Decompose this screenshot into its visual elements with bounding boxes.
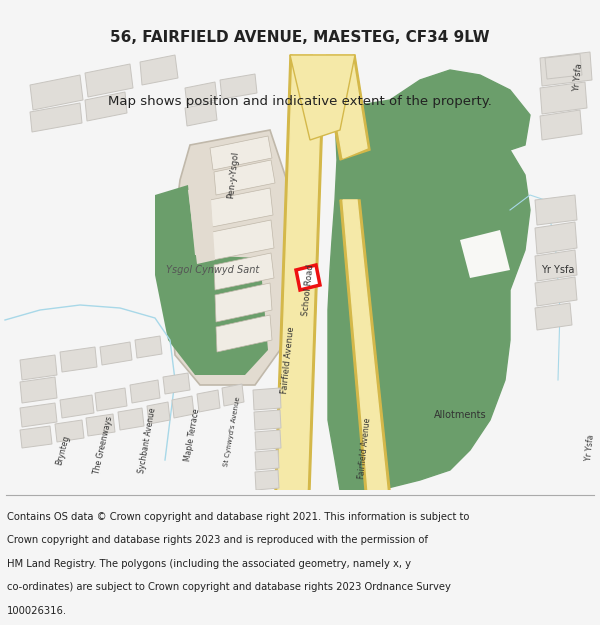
Text: St Cynwyd's Avenue: St Cynwyd's Avenue xyxy=(223,397,241,468)
Polygon shape xyxy=(216,315,272,352)
Polygon shape xyxy=(313,55,367,158)
Polygon shape xyxy=(55,420,84,442)
Polygon shape xyxy=(540,52,592,86)
Polygon shape xyxy=(135,336,162,358)
Polygon shape xyxy=(140,55,178,85)
Text: Yr Ysfa: Yr Ysfa xyxy=(541,265,575,275)
Polygon shape xyxy=(100,342,132,365)
Text: School Road: School Road xyxy=(301,264,315,316)
Polygon shape xyxy=(290,55,355,140)
Polygon shape xyxy=(85,92,127,121)
Text: Brynteg: Brynteg xyxy=(55,434,71,466)
Polygon shape xyxy=(20,355,57,380)
Polygon shape xyxy=(310,55,370,160)
Polygon shape xyxy=(343,200,387,490)
Polygon shape xyxy=(155,185,268,375)
Polygon shape xyxy=(214,160,275,195)
Polygon shape xyxy=(85,64,133,97)
Text: Contains OS data © Crown copyright and database right 2021. This information is : Contains OS data © Crown copyright and d… xyxy=(7,512,470,522)
Polygon shape xyxy=(30,75,83,110)
Polygon shape xyxy=(185,82,217,106)
Polygon shape xyxy=(275,55,325,490)
Polygon shape xyxy=(222,384,244,406)
Polygon shape xyxy=(20,377,57,403)
Polygon shape xyxy=(86,414,115,436)
Polygon shape xyxy=(253,388,281,410)
Text: Ysgol Cynwyd Sant: Ysgol Cynwyd Sant xyxy=(166,265,260,275)
Polygon shape xyxy=(172,396,194,418)
Polygon shape xyxy=(255,430,281,450)
Text: Pen-y-Ysgol: Pen-y-Ysgol xyxy=(226,151,240,199)
Polygon shape xyxy=(296,265,320,290)
Polygon shape xyxy=(60,395,94,418)
Polygon shape xyxy=(197,390,220,412)
Polygon shape xyxy=(210,136,272,170)
Polygon shape xyxy=(147,402,170,424)
Polygon shape xyxy=(188,184,215,264)
Polygon shape xyxy=(214,253,274,290)
Polygon shape xyxy=(185,102,217,126)
Polygon shape xyxy=(535,277,577,306)
Polygon shape xyxy=(535,195,577,225)
Text: Map shows position and indicative extent of the property.: Map shows position and indicative extent… xyxy=(108,95,492,108)
Polygon shape xyxy=(163,373,190,394)
Polygon shape xyxy=(255,470,279,490)
Text: Crown copyright and database rights 2023 and is reproduced with the permission o: Crown copyright and database rights 2023… xyxy=(7,535,428,545)
Polygon shape xyxy=(340,200,390,490)
Text: Yr Ysfa: Yr Ysfa xyxy=(584,434,596,462)
Text: The Greenways: The Greenways xyxy=(92,415,114,475)
Polygon shape xyxy=(535,222,577,254)
Polygon shape xyxy=(30,103,82,132)
Polygon shape xyxy=(60,347,97,372)
Polygon shape xyxy=(20,403,57,427)
Polygon shape xyxy=(545,54,582,79)
Text: HM Land Registry. The polygons (including the associated geometry, namely x, y: HM Land Registry. The polygons (includin… xyxy=(7,559,411,569)
Polygon shape xyxy=(212,220,274,260)
Polygon shape xyxy=(278,55,322,490)
Polygon shape xyxy=(540,82,587,114)
Text: Yr Ysfa: Yr Ysfa xyxy=(572,63,584,92)
Polygon shape xyxy=(328,100,530,490)
Text: Sychbant Avenue: Sychbant Avenue xyxy=(137,406,157,474)
Polygon shape xyxy=(130,380,160,403)
Polygon shape xyxy=(170,130,295,385)
Polygon shape xyxy=(215,283,272,322)
Text: co-ordinates) are subject to Crown copyright and database rights 2023 Ordnance S: co-ordinates) are subject to Crown copyr… xyxy=(7,582,451,592)
Text: Fairfield Avenue: Fairfield Avenue xyxy=(358,417,373,479)
Polygon shape xyxy=(540,110,582,140)
Polygon shape xyxy=(390,70,530,150)
Text: Fairfield Avenue: Fairfield Avenue xyxy=(280,326,296,394)
Polygon shape xyxy=(220,74,257,99)
Polygon shape xyxy=(254,410,281,430)
Polygon shape xyxy=(210,188,273,227)
Polygon shape xyxy=(95,388,127,411)
Text: 56, FAIRFIELD AVENUE, MAESTEG, CF34 9LW: 56, FAIRFIELD AVENUE, MAESTEG, CF34 9LW xyxy=(110,30,490,45)
Polygon shape xyxy=(20,426,52,448)
Text: Maple Terrace: Maple Terrace xyxy=(183,408,201,462)
Polygon shape xyxy=(255,450,279,470)
Polygon shape xyxy=(535,250,577,281)
Polygon shape xyxy=(460,230,510,278)
Text: 100026316.: 100026316. xyxy=(7,606,67,616)
Polygon shape xyxy=(118,408,144,430)
Polygon shape xyxy=(535,303,572,330)
Text: Allotments: Allotments xyxy=(434,410,487,420)
